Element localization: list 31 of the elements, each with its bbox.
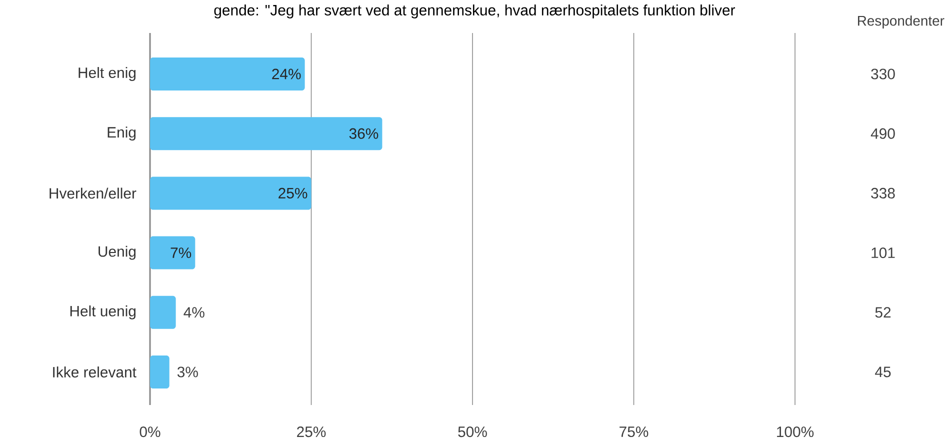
bar [150, 355, 170, 388]
data-label: 4% [184, 307, 204, 318]
text: 338 [871, 188, 895, 198]
y-tick-label: Hverken/eller [50, 188, 136, 199]
bar [150, 57, 305, 90]
bar [150, 236, 196, 270]
text: 101 [872, 247, 895, 258]
x-tick-label: 100% [777, 426, 814, 438]
text: 330 [871, 68, 895, 80]
text: 52 [875, 307, 891, 318]
bar [150, 296, 176, 329]
data-label: 25% [278, 188, 308, 198]
bar [150, 176, 312, 210]
bar [150, 117, 382, 150]
x-tick-label: 50% [458, 426, 487, 438]
y-tick-label: Helt uenig [70, 305, 136, 320]
x-tick-label: 0% [140, 426, 160, 438]
x-tick-label: 75% [620, 426, 648, 438]
chart-title: gende: "Jeg har svært ved at gennemskue, hvad nærhospitalets funktion bliver [214, 4, 736, 18]
text: 490 [870, 128, 895, 139]
y-tick-label: Helt enig [78, 67, 136, 81]
y-tick-label: Enig [108, 126, 136, 141]
data-label: 7% [170, 248, 192, 258]
y-tick-label: Uenig [98, 246, 136, 260]
x-tick-label: 25% [297, 426, 326, 438]
data-label: 3% [177, 366, 198, 378]
text: 45 [875, 366, 891, 378]
data-label: 36% [349, 128, 378, 139]
data-label: 24% [272, 68, 301, 80]
text: Respondenter [858, 15, 944, 28]
y-tick-label: Ikke relevant [53, 366, 136, 378]
